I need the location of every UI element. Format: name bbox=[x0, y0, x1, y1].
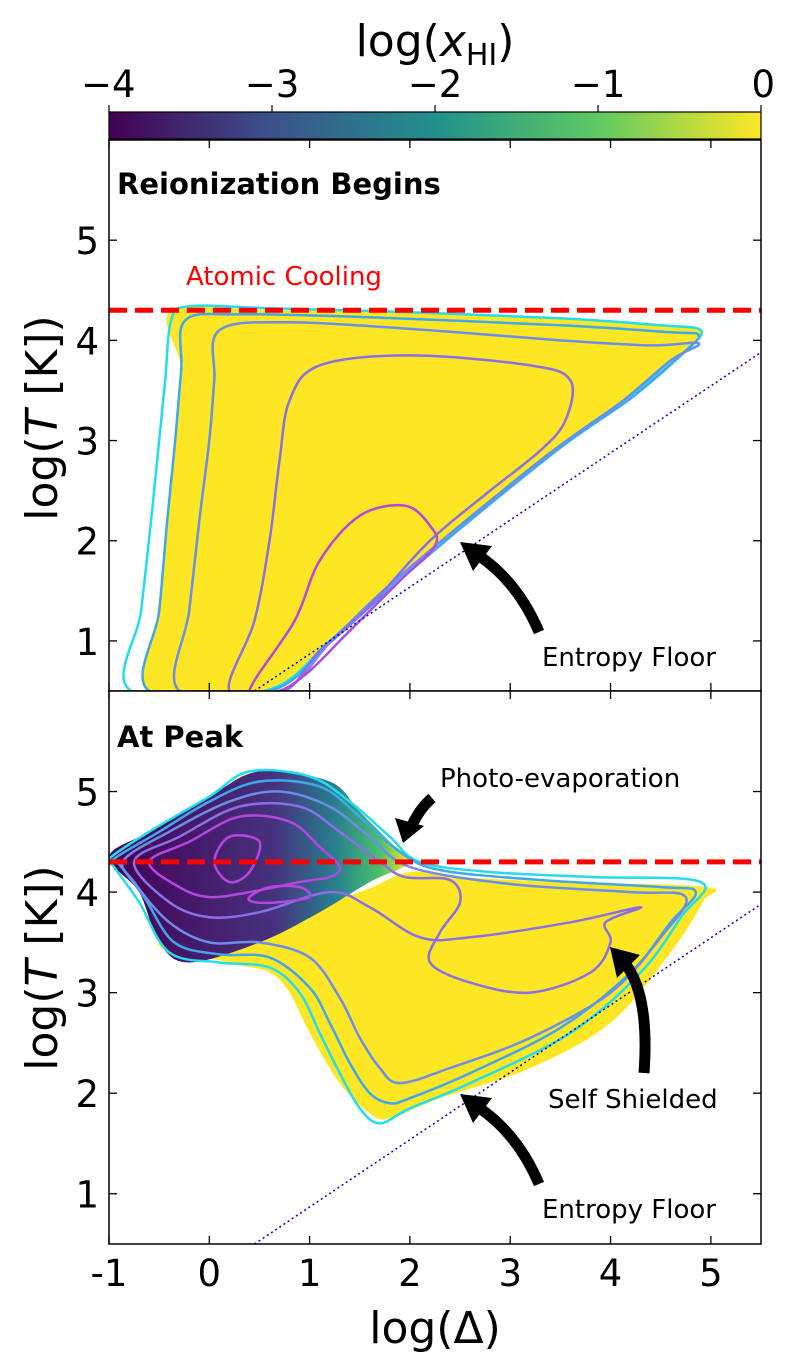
x-tick-label: -1 bbox=[91, 1252, 128, 1295]
entropy-floor-arrow-head bbox=[460, 542, 492, 571]
x-tick-label: 2 bbox=[398, 1252, 422, 1295]
colorbar-ticks: −4 −3 −2 −1 0 bbox=[81, 63, 775, 112]
y-tick-label: 1 bbox=[75, 621, 99, 664]
y-tick-label: 3 bbox=[75, 421, 99, 464]
entropy-floor-label: Entropy Floor bbox=[542, 643, 716, 673]
x-tick-label: 3 bbox=[498, 1252, 522, 1295]
colorbar-label-close: ) bbox=[497, 16, 514, 67]
contour-line bbox=[247, 884, 312, 905]
contour-line bbox=[132, 801, 643, 995]
contour-line bbox=[141, 312, 701, 691]
colorbar: log(xHI) −4 −3 −2 −1 0 bbox=[81, 16, 775, 140]
entropy-floor-line bbox=[254, 351, 761, 691]
colorbar-tick-label: −1 bbox=[571, 63, 626, 106]
colorbar-label: log(xHI) bbox=[356, 16, 515, 73]
entropy-floor-arrow bbox=[471, 1100, 545, 1187]
contour-line bbox=[110, 779, 698, 1105]
colorbar-tick-label: 0 bbox=[751, 63, 775, 106]
contour-lines bbox=[109, 768, 707, 1125]
contour-line bbox=[147, 814, 342, 899]
panel-title: At Peak bbox=[117, 720, 244, 754]
contour-line bbox=[248, 504, 439, 691]
entropy-floor-label: Entropy Floor bbox=[542, 1195, 716, 1225]
colorbar-gradient bbox=[108, 111, 762, 140]
y-tick-label: 3 bbox=[75, 973, 99, 1016]
y-tick-label: 4 bbox=[75, 872, 99, 915]
self-shielded-arrow bbox=[617, 956, 651, 1074]
self-shielded-arrow-head bbox=[610, 947, 640, 978]
panel-reionization-begins: Reionization Begins Atomic Cooling Entro… bbox=[75, 139, 762, 692]
x-tick-label: 5 bbox=[699, 1252, 723, 1295]
y-tick-label: 1 bbox=[75, 1174, 99, 1217]
y-tick-label: 5 bbox=[75, 220, 99, 263]
entropy-floor-arrow-head bbox=[460, 1094, 492, 1123]
y-tick-label: 2 bbox=[75, 1073, 99, 1116]
contour-lines bbox=[122, 304, 704, 691]
panel-axes: 1 2 3 4 5 -1 0 1 2 3 4 5 bbox=[75, 691, 761, 1295]
ionized-fill-region bbox=[109, 770, 411, 963]
colorbar-tick-label: −4 bbox=[81, 63, 136, 106]
contour-line bbox=[213, 834, 262, 884]
entropy-floor-arrow bbox=[471, 548, 545, 635]
colorbar-tick-label: −2 bbox=[408, 63, 463, 106]
panel-title: Reionization Begins bbox=[117, 167, 441, 201]
photo-evaporation-label: Photo-evaporation bbox=[440, 764, 680, 794]
y-axis-title-bottom: log(T [K]) bbox=[17, 865, 68, 1070]
x-tick-label: 0 bbox=[198, 1252, 222, 1295]
colorbar-label-main: log( bbox=[356, 16, 440, 67]
colorbar-label-sub: HI bbox=[466, 38, 497, 73]
panel-frame bbox=[108, 690, 762, 1245]
x-axis-title: log(Δ) bbox=[369, 1303, 501, 1354]
y-tick-label: 4 bbox=[75, 320, 99, 363]
photo-evaporation-arrow-head bbox=[395, 818, 424, 843]
self-shielded-label: Self Shielded bbox=[548, 1085, 718, 1115]
y-tick-label: 2 bbox=[75, 521, 99, 564]
y-axis-title-top: log(T [K]) bbox=[17, 315, 68, 520]
panel-at-peak: At Peak Photo-evaporation Self Shielded … bbox=[75, 690, 762, 1295]
neutral-fill-region bbox=[142, 305, 702, 691]
contour-line bbox=[120, 790, 688, 1085]
colorbar-tick-label: −3 bbox=[245, 63, 300, 106]
contour-line bbox=[227, 354, 575, 691]
atomic-cooling-label: Atomic Cooling bbox=[186, 262, 382, 292]
panel-axes: 1 2 3 4 5 bbox=[75, 140, 761, 691]
x-tick-label: 4 bbox=[599, 1252, 623, 1295]
neutral-fill-region bbox=[158, 871, 717, 1120]
y-tick-label: 5 bbox=[75, 772, 99, 815]
colorbar-label-var: x bbox=[438, 16, 467, 67]
entropy-floor-line bbox=[254, 903, 761, 1244]
x-tick-label: 1 bbox=[298, 1252, 322, 1295]
contour-line bbox=[109, 768, 707, 1125]
